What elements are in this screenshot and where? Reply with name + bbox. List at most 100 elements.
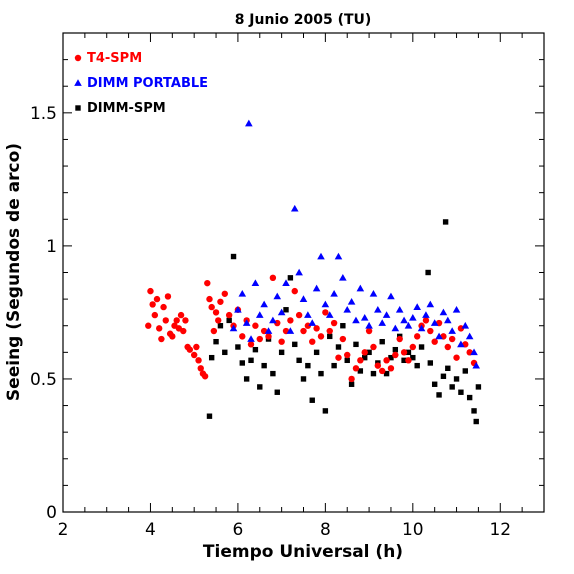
data-point: [409, 343, 417, 351]
data-point: [312, 284, 321, 292]
data-point: [251, 279, 260, 286]
data-point: [473, 418, 479, 425]
data-point: [299, 295, 308, 302]
data-point: [245, 119, 253, 127]
data-point: [296, 357, 302, 364]
data-point: [330, 289, 338, 297]
data-point: [472, 361, 481, 369]
data-point: [449, 384, 455, 390]
data-point: [360, 313, 369, 321]
data-point: [347, 297, 356, 305]
data-point: [217, 298, 224, 305]
data-point: [269, 274, 277, 282]
data-point: [321, 300, 330, 308]
data-point: [418, 344, 425, 350]
data-point: [396, 335, 403, 343]
data-point: [405, 357, 412, 364]
data-point: [190, 351, 198, 359]
data-point: [292, 341, 298, 348]
chart-title: 8 Junio 2005 (TU): [235, 12, 372, 28]
data-point: [339, 274, 347, 281]
data-point: [395, 305, 404, 313]
x-axis-label: Tiempo Universal (h): [203, 542, 403, 562]
data-point: [361, 349, 368, 356]
data-point: [317, 333, 325, 340]
data-point: [448, 335, 456, 343]
data-point: [365, 327, 373, 335]
data-point: [343, 305, 352, 313]
y-axis-label: Seeing (Segundos de arco): [4, 143, 24, 401]
data-point: [212, 309, 220, 316]
data-point: [462, 368, 468, 374]
legend-label: DIMM-SPM: [87, 101, 166, 116]
x-tick-label: 10: [402, 520, 424, 540]
data-point: [313, 325, 320, 332]
data-point: [317, 252, 325, 260]
data-point: [208, 354, 215, 361]
data-point: [197, 365, 204, 372]
data-point: [309, 338, 316, 345]
data-point: [229, 324, 238, 332]
data-point: [465, 332, 474, 340]
data-point: [195, 357, 202, 364]
data-point: [335, 344, 342, 350]
legend-label: T4-SPM: [87, 51, 142, 66]
data-point: [356, 284, 365, 292]
data-point: [260, 300, 268, 308]
data-point: [431, 381, 438, 387]
data-point: [422, 317, 430, 324]
data-point: [448, 327, 456, 334]
data-point: [290, 204, 299, 212]
data-point: [436, 392, 442, 398]
data-point: [457, 340, 465, 348]
data-point: [409, 313, 417, 321]
data-point: [269, 316, 277, 324]
data-point: [340, 323, 346, 329]
data-point: [330, 319, 338, 327]
data-point: [461, 321, 470, 329]
data-point: [286, 327, 295, 334]
data-point: [265, 333, 272, 340]
data-point: [201, 373, 209, 380]
data-point: [405, 349, 412, 356]
data-point: [243, 376, 250, 382]
legend-marker: [75, 105, 81, 111]
data-point: [247, 341, 255, 348]
data-point: [383, 357, 390, 364]
data-point: [261, 362, 267, 369]
plot-marks: [145, 119, 482, 425]
y-tick-label: 0.5: [30, 370, 57, 390]
data-point: [180, 327, 187, 335]
data-point: [391, 324, 400, 332]
data-point: [226, 317, 232, 324]
data-point: [210, 327, 218, 335]
data-point: [400, 316, 408, 324]
data-point: [374, 305, 382, 313]
series-2: [206, 219, 482, 425]
data-point: [379, 338, 385, 345]
data-point: [387, 292, 395, 300]
x-tick-label: 6: [232, 520, 243, 540]
data-point: [225, 311, 233, 319]
data-point: [300, 327, 307, 335]
data-point: [410, 354, 416, 361]
data-point: [362, 354, 368, 361]
data-point: [208, 303, 215, 311]
data-point: [444, 343, 451, 351]
data-point: [370, 370, 377, 377]
series-0: [145, 274, 478, 383]
data-point: [453, 376, 460, 382]
data-point: [313, 349, 320, 356]
y-tick-label: 0: [46, 503, 57, 523]
data-point: [156, 325, 163, 332]
data-point: [353, 341, 359, 348]
data-point: [431, 338, 438, 345]
data-point: [158, 335, 165, 343]
data-point: [318, 370, 324, 377]
data-point: [453, 354, 460, 361]
data-point: [206, 295, 213, 303]
data-point: [186, 346, 194, 353]
data-point: [331, 362, 337, 369]
data-point: [327, 333, 333, 340]
